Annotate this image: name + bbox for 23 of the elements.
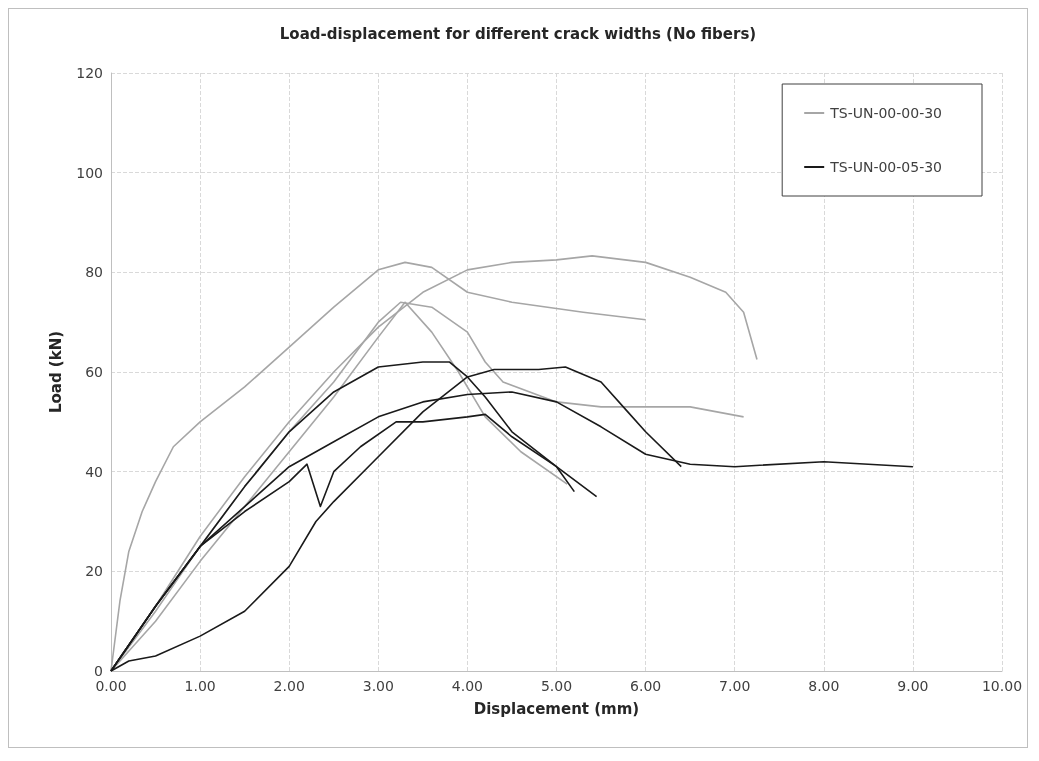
chart-title: Load-displacement for different crack widths (No fibers) <box>279 24 757 43</box>
y-tick-label: 120 <box>76 65 103 81</box>
x-tick-label: 5.00 <box>540 678 573 694</box>
x-tick-label: 8.00 <box>808 678 840 694</box>
x-tick-label: 0.00 <box>95 678 127 694</box>
x-tick-label: 10.00 <box>981 678 1023 694</box>
y-tick-label: 60 <box>85 364 103 380</box>
x-tick-label: 7.00 <box>719 678 751 694</box>
legend-label: TS-UN-00-05-30 <box>829 159 942 175</box>
y-tick-label: 100 <box>76 164 103 181</box>
x-axis-title: Displacement (mm) <box>473 699 640 718</box>
y-tick-label: 80 <box>85 264 103 281</box>
x-tick-label: 4.00 <box>451 678 483 694</box>
y-tick-label: 0 <box>94 663 103 679</box>
x-tick-label: 1.00 <box>184 678 216 694</box>
x-tick-label: 6.00 <box>630 678 662 694</box>
x-tick-label: 3.00 <box>362 678 394 694</box>
y-tick-label: 20 <box>85 563 103 580</box>
y-axis-title: Load (kN) <box>46 330 65 414</box>
x-tick-label: 9.00 <box>897 678 929 694</box>
x-tick-label: 2.00 <box>273 678 305 694</box>
legend-label: TS-UN-00-00-30 <box>829 105 942 121</box>
y-tick-label: 40 <box>85 463 103 480</box>
